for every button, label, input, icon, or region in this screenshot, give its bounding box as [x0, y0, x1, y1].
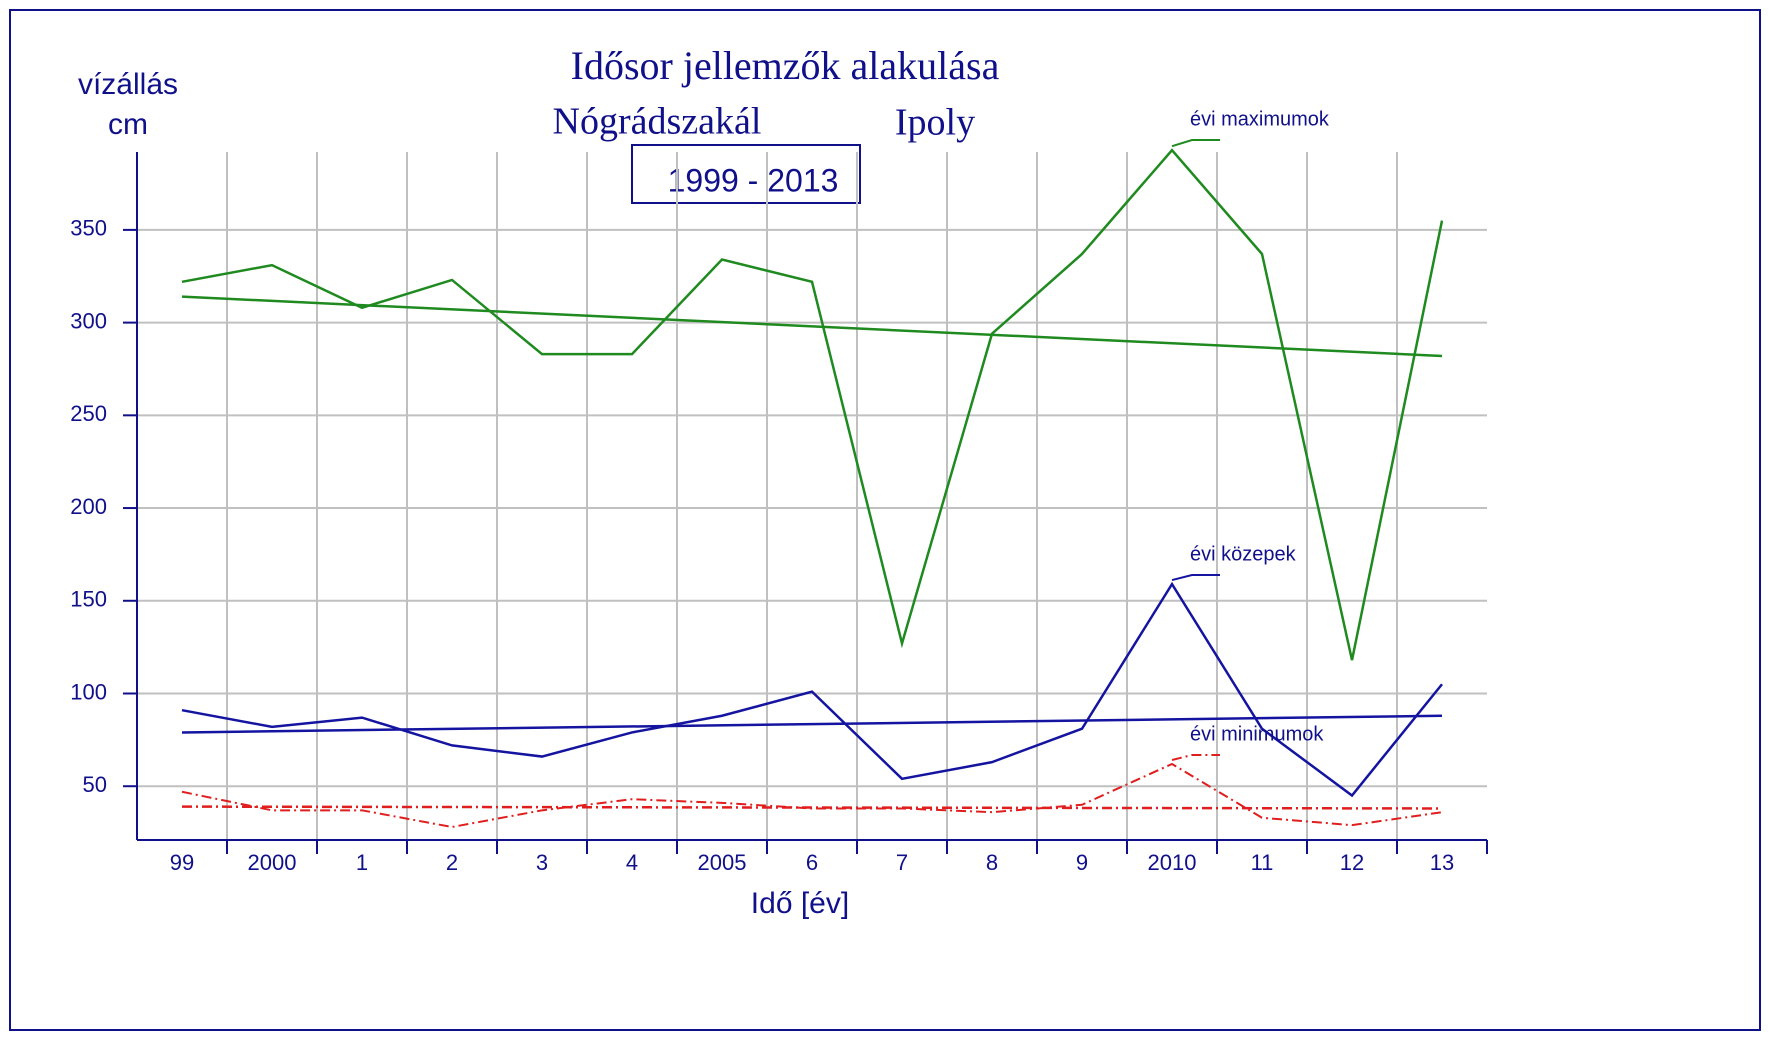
period-box — [631, 144, 861, 204]
x-axis-label: Idő [év] — [751, 887, 849, 920]
series-line — [181, 148, 1444, 661]
x-tick-label: 1 — [356, 850, 368, 875]
y-tick-label: 100 — [70, 679, 107, 704]
label-leader — [1171, 754, 1220, 761]
y-tick-label: 200 — [70, 494, 107, 519]
trend-line — [181, 714, 1443, 734]
x-tick-label: 12 — [1340, 850, 1364, 875]
chart-title: Idősor jellemzők alakulása — [571, 43, 1000, 88]
x-tick-label: 2005 — [698, 850, 747, 875]
chart-subtitle: Nógrádszakál — [553, 101, 762, 143]
x-tick-label: 4 — [626, 850, 638, 875]
x-tick-label: 99 — [170, 850, 194, 875]
x-tick-label: 8 — [986, 850, 998, 875]
series-label: évi minimumok — [1190, 723, 1324, 745]
frame — [9, 9, 1761, 1031]
period: 1999 - 2013 — [668, 162, 839, 198]
series-label: évi közepek — [1190, 543, 1297, 565]
x-tick-label: 3 — [536, 850, 548, 875]
y-tick-label: 350 — [70, 216, 107, 241]
y-tick-label: 150 — [70, 587, 107, 612]
series-line — [181, 762, 1443, 829]
y-axis-label: vízállás — [78, 68, 178, 101]
x-tick-label: 11 — [1251, 850, 1274, 875]
x-tick-label: 6 — [806, 850, 818, 875]
x-tick-label: 9 — [1076, 850, 1088, 875]
x-tick-label: 2000 — [248, 850, 297, 875]
x-tick-label: 2 — [446, 850, 458, 875]
y-tick-label: 250 — [70, 401, 107, 426]
y-tick-label: 50 — [83, 772, 107, 797]
x-tick-label: 7 — [896, 850, 908, 875]
label-leader — [1171, 139, 1220, 148]
y-axis-unit: cm — [108, 108, 148, 141]
trend-line — [181, 295, 1443, 358]
series-label: évi maximumok — [1190, 108, 1330, 130]
river-name: Ipoly — [895, 102, 975, 144]
label-leader — [1171, 574, 1220, 582]
y-tick-label: 300 — [70, 308, 107, 333]
x-tick-label: 13 — [1430, 850, 1454, 875]
series-line — [181, 581, 1443, 798]
x-tick-label: 2010 — [1148, 850, 1197, 875]
